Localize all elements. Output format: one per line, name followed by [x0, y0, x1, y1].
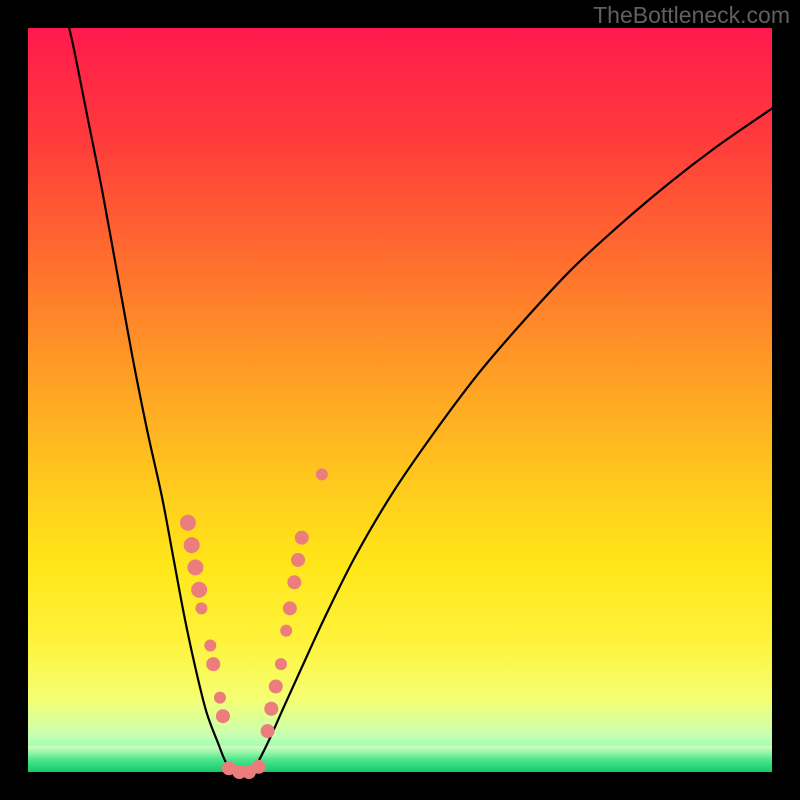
data-point-marker	[214, 692, 226, 704]
data-point-marker	[291, 553, 305, 567]
data-point-marker	[191, 582, 207, 598]
data-point-marker	[261, 724, 275, 738]
data-point-marker	[280, 625, 292, 637]
data-point-marker	[184, 537, 200, 553]
bottleneck-curve	[251, 99, 787, 772]
data-point-marker	[295, 531, 309, 545]
bottleneck-curve	[65, 13, 232, 772]
data-point-marker	[283, 601, 297, 615]
data-point-marker	[195, 602, 207, 614]
data-point-marker	[269, 679, 283, 693]
chart-container: TheBottleneck.com	[0, 0, 800, 800]
data-point-marker	[206, 657, 220, 671]
bottleneck-curve-layer	[28, 28, 772, 772]
plot-area	[28, 28, 772, 772]
watermark-text: TheBottleneck.com	[593, 2, 790, 29]
data-point-marker	[216, 709, 230, 723]
data-point-marker	[316, 468, 328, 480]
data-point-marker	[180, 515, 196, 531]
data-point-marker	[275, 658, 287, 670]
data-point-marker	[252, 760, 266, 774]
data-point-marker	[204, 640, 216, 652]
data-point-marker	[287, 575, 301, 589]
data-point-marker	[264, 702, 278, 716]
data-point-marker	[187, 559, 203, 575]
